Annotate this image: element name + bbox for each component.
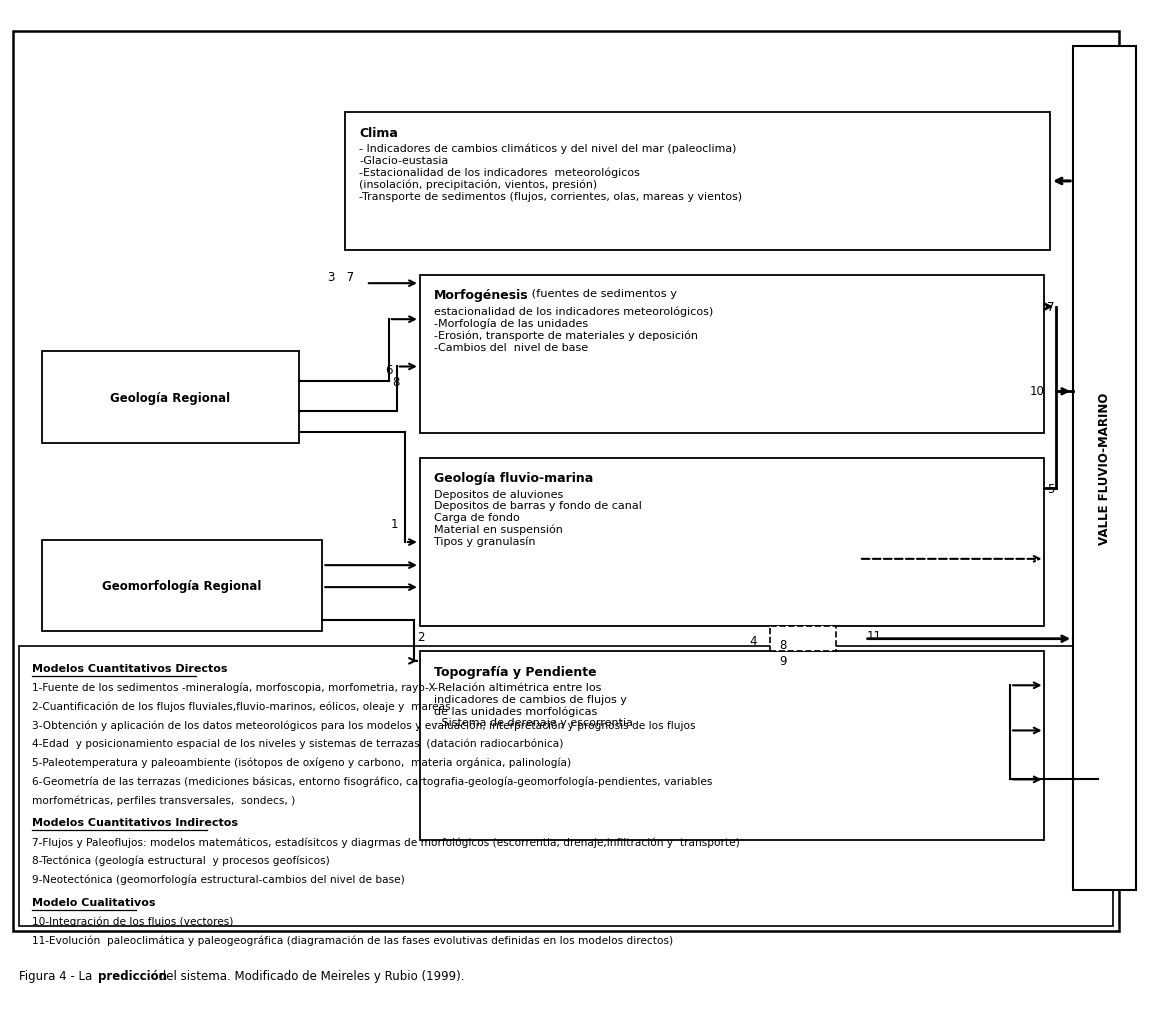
Text: 2: 2 [417,631,425,644]
Text: del sistema. Modificado de Meireles y Rubio (1999).: del sistema. Modificado de Meireles y Ru… [155,969,464,982]
Text: 10: 10 [1030,385,1044,397]
Text: 7-Flujos y Paleoflujos: modelos matemáticos, estadísitcos y diagrmas de morfológ: 7-Flujos y Paleoflujos: modelos matemáti… [32,837,740,847]
Text: Clima: Clima [358,126,398,140]
Text: Geología fluvio-marina: Geología fluvio-marina [433,472,593,485]
Text: Modelos Cuantitativos Indirectos: Modelos Cuantitativos Indirectos [32,817,238,827]
Text: 3-Obtención y aplicación de los datos meteorológicos para los modelos y evaluaci: 3-Obtención y aplicación de los datos me… [32,719,696,730]
FancyBboxPatch shape [18,647,1113,926]
Text: VALLE FLUVIO-MARINO: VALLE FLUVIO-MARINO [1098,392,1111,545]
Text: 10-Integración de los flujos (vectores): 10-Integración de los flujos (vectores) [32,915,233,926]
Text: Modelos Cuantitativos Directos: Modelos Cuantitativos Directos [32,663,228,673]
Text: 5: 5 [1047,483,1054,496]
Text: 2-Cuantificación de los flujos fluviales,fluvio-marinos, eólicos, oleaje y  mare: 2-Cuantificación de los flujos fluviales… [32,700,450,711]
Text: estacionalidad de los indicadores meteorológicos)
-Morfología de las unidades
-E: estacionalidad de los indicadores meteor… [433,307,712,353]
Text: -Relación altimétrica entre los
indicadores de cambios de flujos y
de las unidad: -Relación altimétrica entre los indicado… [433,683,632,728]
FancyBboxPatch shape [41,540,323,632]
Text: Morfogénesis: Morfogénesis [433,289,529,302]
Text: 7: 7 [1047,302,1055,314]
Text: 8-Tectónica (geología estructural  y procesos geofísicos): 8-Tectónica (geología estructural y proc… [32,855,330,865]
Text: - Indicadores de cambios climáticos y del nivel del mar (paleoclima)
-Glacio-eus: - Indicadores de cambios climáticos y de… [358,144,742,202]
Text: Topografía y Pendiente: Topografía y Pendiente [433,665,596,678]
Text: predicción: predicción [98,969,167,982]
Text: (fuentes de sedimentos y: (fuentes de sedimentos y [527,289,677,299]
Text: 4-Edad  y posicionamiento espacial de los niveles y sistemas de terrazas  (datac: 4-Edad y posicionamiento espacial de los… [32,738,564,749]
Text: Figura 4 - La: Figura 4 - La [18,969,95,982]
Text: morfométricas, perfiles transversales,  sondecs, ): morfométricas, perfiles transversales, s… [32,795,295,805]
Text: 8: 8 [779,639,786,651]
FancyBboxPatch shape [1073,47,1136,891]
Text: 1: 1 [391,517,399,530]
Text: Modelo Cualitativos: Modelo Cualitativos [32,897,156,907]
Text: Geomorfología Regional: Geomorfología Regional [102,579,262,592]
Text: 4: 4 [749,634,756,647]
FancyBboxPatch shape [41,352,300,443]
Text: 6: 6 [385,364,393,377]
FancyBboxPatch shape [419,276,1044,433]
FancyBboxPatch shape [419,459,1044,627]
Text: 11: 11 [867,629,882,642]
FancyBboxPatch shape [770,627,836,652]
Text: 9: 9 [779,655,786,667]
Text: 6-Geometría de las terrazas (mediciones básicas, entorno fisográfico, cartografi: 6-Geometría de las terrazas (mediciones … [32,775,712,787]
FancyBboxPatch shape [345,113,1050,251]
Text: 11-Evolución  paleoclimática y paleogeográfica (diagramación de las fases evolut: 11-Evolución paleoclimática y paleogeogr… [32,934,673,945]
Text: Depositos de aluviones
Depositos de barras y fondo de canal
Carga de fondo
Mater: Depositos de aluviones Depositos de barr… [433,489,641,547]
Text: 3   7: 3 7 [329,271,354,283]
Text: 8: 8 [392,375,400,388]
Text: 5-Paleotemperatura y paleoambiente (isótopos de oxígeno y carbono,  materia orgá: 5-Paleotemperatura y paleoambiente (isót… [32,757,571,767]
Text: 1-Fuente de los sedimentos -mineralogía, morfoscopia, morfometria, rayo-X: 1-Fuente de los sedimentos -mineralogía,… [32,682,435,692]
Text: 9-Neotectónica (geomorfología estructural-cambios del nivel de base): 9-Neotectónica (geomorfología estructura… [32,874,406,884]
Text: Geología Regional: Geología Regional [110,391,231,405]
FancyBboxPatch shape [13,32,1119,931]
FancyBboxPatch shape [419,652,1044,840]
